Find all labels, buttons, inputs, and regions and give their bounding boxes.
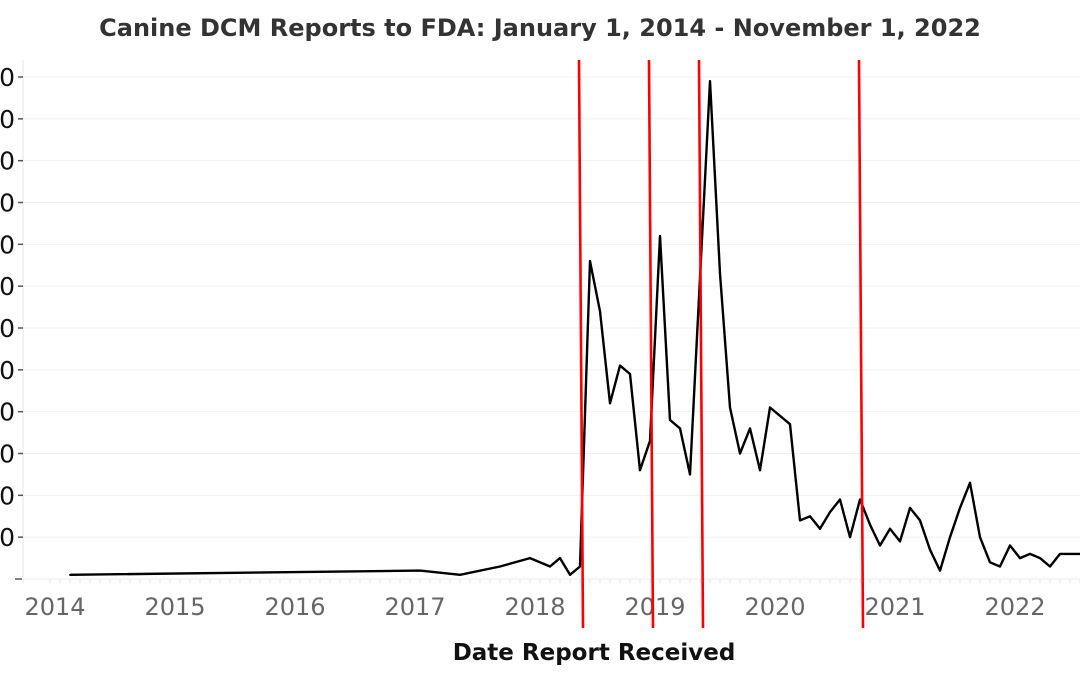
data-point xyxy=(829,511,831,514)
data-point xyxy=(849,536,851,539)
data-point xyxy=(589,260,591,263)
data-point xyxy=(989,561,991,564)
data-point xyxy=(859,498,861,501)
data-point xyxy=(549,565,551,568)
data-point xyxy=(459,573,461,576)
data-point xyxy=(729,406,731,409)
x-tick-label: 2016 xyxy=(264,593,325,621)
data-point xyxy=(659,234,661,237)
data-point xyxy=(769,406,771,409)
data-point xyxy=(629,373,631,376)
data-point xyxy=(619,364,621,367)
data-point xyxy=(799,519,801,522)
vertical-marker-line xyxy=(577,59,585,629)
x-tick-label: 2019 xyxy=(624,593,685,621)
y-tick-label: 80 xyxy=(0,230,15,259)
data-point xyxy=(999,565,1001,568)
data-point xyxy=(609,402,611,405)
y-axis: 10 20 30 40 50 60 70 80 90 100 110 120 xyxy=(0,60,24,583)
data-point xyxy=(959,506,961,509)
data-point xyxy=(1069,552,1071,555)
data-point xyxy=(839,498,841,501)
data-point xyxy=(419,569,421,572)
data-point xyxy=(909,506,911,509)
data-point xyxy=(919,519,921,522)
data-point xyxy=(819,527,821,530)
data-point xyxy=(1029,552,1031,555)
y-tick-label: 100 xyxy=(0,147,15,176)
x-tick-label: 2018 xyxy=(504,593,565,621)
y-tick-label: 10 xyxy=(0,523,15,552)
data-point xyxy=(749,427,751,430)
data-point xyxy=(1019,557,1021,560)
y-tick-label: 60 xyxy=(0,314,15,343)
data-point xyxy=(639,469,641,472)
data-point xyxy=(889,527,891,530)
data-point xyxy=(529,557,531,560)
data-point xyxy=(739,452,741,455)
y-tick-label: 30 xyxy=(0,440,15,469)
y-tick-label: 90 xyxy=(0,189,15,218)
data-point xyxy=(1059,552,1061,555)
data-point xyxy=(809,515,811,518)
data-point xyxy=(669,419,671,422)
data-point xyxy=(899,540,901,543)
data-point xyxy=(69,573,71,576)
y-tick-label: 110 xyxy=(0,105,15,134)
data-point xyxy=(789,423,791,426)
data-point xyxy=(599,310,601,313)
x-tick-label: 2017 xyxy=(384,593,445,621)
data-point xyxy=(879,544,881,547)
data-point xyxy=(579,565,581,568)
x-axis-label: Date Report Received xyxy=(453,640,736,666)
x-tick-label: 2022 xyxy=(984,593,1045,621)
data-point xyxy=(939,569,941,572)
y-tick-label: 50 xyxy=(0,356,15,385)
data-point xyxy=(499,565,501,568)
gridlines xyxy=(23,76,1080,538)
data-point xyxy=(1049,565,1051,568)
data-point xyxy=(559,557,561,560)
data-point xyxy=(689,473,691,476)
x-tick-label: 2015 xyxy=(144,593,205,621)
data-point xyxy=(1009,544,1011,547)
x-tick-label: 2021 xyxy=(864,593,925,621)
data-point xyxy=(759,469,761,472)
x-axis: 2014 2015 2016 2017 2018 2019 2020 2021 2022 xyxy=(23,578,1080,621)
data-point xyxy=(709,80,711,83)
chart-title: Canine DCM Reports to FDA: January 1, 20… xyxy=(99,14,981,42)
y-tick-label: 20 xyxy=(0,481,15,510)
y-tick-label: 40 xyxy=(0,398,15,427)
data-point xyxy=(949,536,951,539)
data-point xyxy=(1039,557,1041,560)
vertical-marker-line xyxy=(647,59,655,629)
data-point xyxy=(979,536,981,539)
x-tick-label: 2014 xyxy=(24,593,85,621)
data-point xyxy=(929,548,931,551)
data-point xyxy=(719,272,721,275)
vertical-markers xyxy=(577,59,865,629)
y-tick-label: 120 xyxy=(0,63,15,92)
x-tick-label: 2020 xyxy=(744,593,805,621)
vertical-marker-line xyxy=(857,59,865,629)
data-point xyxy=(869,523,871,526)
data-point xyxy=(569,573,571,576)
y-tick-label: 70 xyxy=(0,272,15,301)
data-point xyxy=(679,427,681,430)
data-point xyxy=(969,481,971,484)
series-group xyxy=(69,79,1080,576)
vertical-marker-line xyxy=(697,59,705,629)
